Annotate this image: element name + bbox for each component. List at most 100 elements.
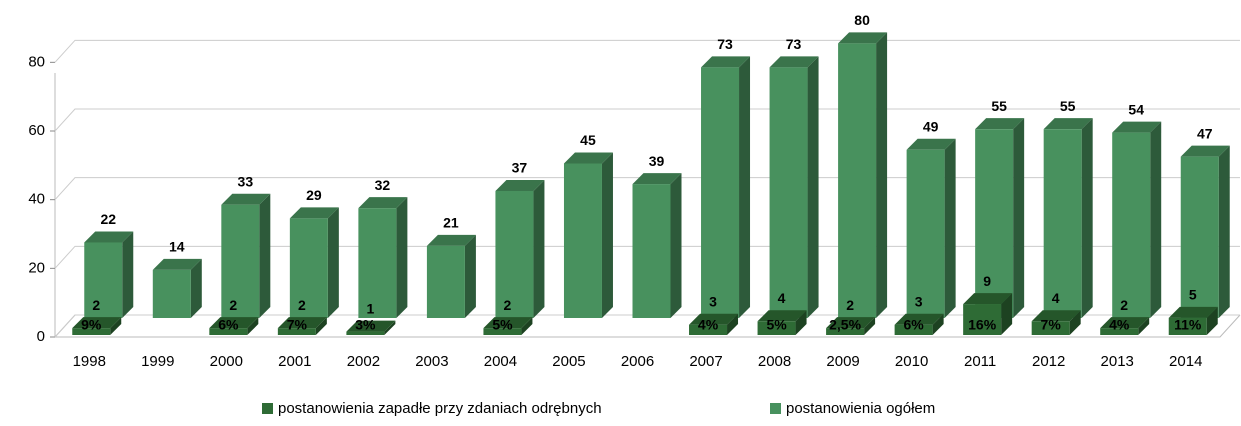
bar [906, 138, 956, 318]
bar-top [426, 234, 476, 246]
y-tick-label: 40 [28, 191, 45, 208]
bar-front [1031, 321, 1070, 335]
bar-front [632, 184, 671, 318]
x-tick-label: 2011 [964, 353, 996, 370]
bar-top [358, 197, 408, 209]
value-label: 2 [92, 297, 100, 313]
value-label: 54 [1128, 101, 1144, 117]
bar-side [110, 317, 122, 335]
value-label: 45 [580, 132, 596, 148]
percent-label: 16% [968, 317, 997, 333]
bar [483, 317, 533, 335]
bar-top [346, 320, 396, 332]
bar-side [1218, 145, 1230, 318]
bar-side [1013, 118, 1025, 319]
bar [289, 207, 339, 318]
bar-top [209, 317, 259, 329]
bar-top [1168, 306, 1218, 318]
bar-front [963, 304, 1002, 335]
bar [1100, 317, 1150, 335]
value-label: 33 [238, 173, 254, 189]
bar-front [769, 67, 808, 318]
bar-front [701, 67, 740, 318]
bar-front [152, 269, 191, 318]
bar [769, 56, 819, 318]
bar [563, 152, 613, 318]
percent-label: 4% [698, 317, 719, 333]
bar-top [906, 138, 956, 150]
value-label: 2 [229, 297, 237, 313]
bar-top [689, 313, 739, 325]
x-tick-label: 2008 [758, 353, 791, 370]
bar-top [221, 193, 271, 205]
bar-side [396, 197, 408, 318]
value-label: 73 [786, 36, 802, 52]
bar-top [769, 56, 819, 68]
bar-front [894, 324, 933, 335]
bar-side [1138, 317, 1150, 335]
value-label: 2 [846, 297, 854, 313]
bar-top [1043, 118, 1093, 130]
bar-top [1100, 317, 1150, 329]
bar [838, 32, 888, 318]
bar [346, 320, 396, 335]
bar [757, 310, 807, 335]
x-tick-label: 2009 [826, 353, 859, 370]
bar-side [122, 231, 134, 318]
value-label: 22 [100, 211, 116, 227]
bar-side [864, 317, 876, 335]
bar-front [1180, 156, 1219, 318]
y-tick-label: 80 [28, 53, 45, 70]
bar [426, 234, 476, 318]
bar-side [1206, 306, 1218, 335]
bar-side [932, 313, 944, 335]
value-label: 9 [983, 273, 991, 289]
value-label: 21 [443, 215, 459, 231]
bar-front [1168, 317, 1207, 335]
value-label: 3 [915, 293, 923, 309]
bar-top [72, 317, 122, 329]
legend-swatch [262, 403, 273, 414]
bar-side [190, 258, 202, 318]
bar [894, 313, 944, 335]
legend-label: postanowienia zapadłe przy zdaniach odrę… [278, 400, 602, 417]
bar-top [84, 231, 134, 243]
bar-side [1081, 118, 1093, 319]
x-tick-label: 2014 [1169, 353, 1202, 370]
bar-front [277, 328, 316, 335]
bar-front [906, 149, 945, 318]
bar-side [247, 317, 259, 335]
legend-swatch [770, 403, 781, 414]
x-tick-label: 2000 [210, 353, 243, 370]
x-tick-label: 2007 [689, 353, 722, 370]
bar-top [483, 317, 533, 329]
percent-label: 4% [1109, 317, 1130, 333]
bar [1168, 306, 1218, 335]
bar-front [495, 190, 534, 318]
bar-top [563, 152, 613, 164]
bar [1180, 145, 1230, 318]
bar-front [1100, 328, 1139, 335]
bar-top [963, 293, 1013, 305]
y-tick-label: 0 [37, 328, 45, 345]
bar-side [521, 317, 533, 335]
legend-label: postanowienia ogółem [786, 400, 935, 417]
bar [84, 231, 134, 318]
bar-top [894, 313, 944, 325]
grid-line [54, 39, 1240, 63]
percent-label: 9% [81, 317, 102, 333]
percent-label: 7% [1041, 317, 1062, 333]
percent-label: 3% [355, 317, 376, 333]
value-label: 2 [504, 297, 512, 313]
bar [1112, 121, 1162, 318]
bar [689, 313, 739, 335]
bar [1031, 310, 1081, 335]
value-label: 2 [1120, 297, 1128, 313]
bar-front [826, 328, 865, 335]
bar-front [975, 129, 1014, 318]
bar-front [209, 328, 248, 335]
bar-side [1150, 121, 1162, 318]
x-tick-label: 1998 [73, 353, 106, 370]
value-label: 55 [991, 98, 1007, 114]
